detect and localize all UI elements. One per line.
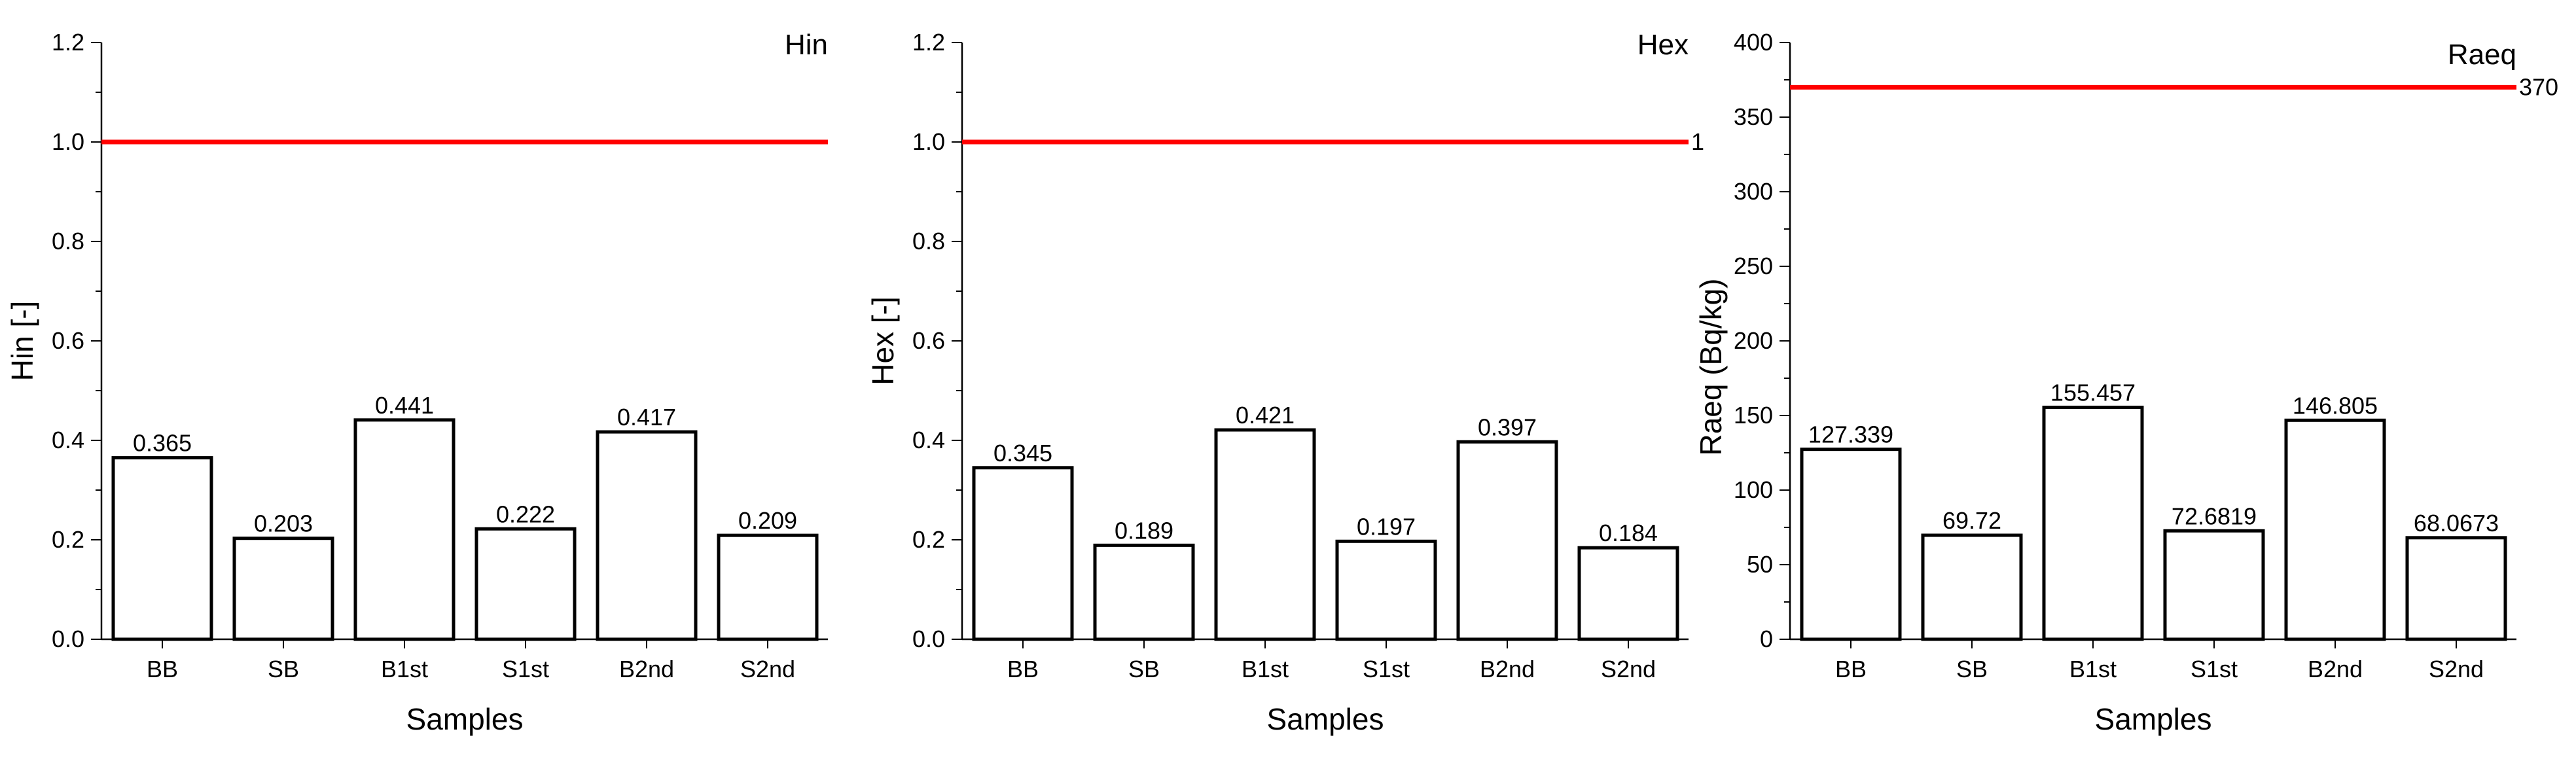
- y-tick-label: 200: [1734, 327, 1773, 354]
- y-tick-label: 1.0: [52, 128, 84, 155]
- x-tick-label: BB: [147, 656, 178, 682]
- bar-b2nd: [596, 430, 698, 641]
- bar-bb: [972, 466, 1074, 641]
- bar-value-label: 0.365: [133, 430, 192, 457]
- bar-b1st: [1214, 428, 1316, 641]
- y-tick-label: 0: [1760, 626, 1773, 652]
- chart-panel-1: 0.365 BB 0.203 SB 0.441 B1st 0.222 S1st 0.417 B2n…: [5, 29, 828, 736]
- x-tick-label: S2nd: [1601, 656, 1656, 682]
- panel-title: Hin: [785, 29, 828, 61]
- x-tick-label: B2nd: [1480, 656, 1535, 682]
- y-axis-title: Hex [-]: [866, 296, 900, 385]
- bar-value-label: 0.189: [1115, 517, 1173, 544]
- bar-b2nd: [2284, 418, 2386, 641]
- x-tick-label: B2nd: [2308, 656, 2363, 682]
- chart-panel-2: 0.345 BB 0.189 SB 0.421 B1st 0.197 S1st 0.397 B2n…: [866, 29, 1704, 736]
- bar-value-label: 0.203: [254, 510, 313, 537]
- y-tick-label: 0.6: [52, 327, 84, 354]
- bar-s2nd: [2405, 536, 2507, 641]
- bar-value-label: 72.6819: [2172, 503, 2257, 529]
- bar-value-label: 69.72: [1942, 507, 2001, 534]
- y-tick-label: 0.2: [52, 526, 84, 553]
- bar-s2nd: [717, 533, 819, 641]
- y-axis-title: Hin [-]: [5, 301, 39, 381]
- y-tick-label: 0.6: [912, 327, 945, 354]
- bar-value-label: 0.197: [1357, 513, 1416, 540]
- y-tick-label: 1.2: [52, 29, 84, 56]
- x-tick-label: B1st: [1242, 656, 1289, 682]
- bar-value-label: 0.441: [375, 392, 434, 419]
- x-tick-label: B1st: [381, 656, 428, 682]
- bar-value-label: 0.222: [496, 501, 555, 527]
- y-tick-label: 0.4: [52, 427, 84, 453]
- bar-value-label: 0.421: [1236, 402, 1295, 429]
- y-tick-label: 50: [1747, 551, 1773, 578]
- bar-b1st: [353, 418, 456, 641]
- x-tick-label: B1st: [2069, 656, 2117, 682]
- bar-s1st: [474, 527, 577, 641]
- bar-value-label: 127.339: [1808, 421, 1893, 448]
- y-tick-label: 1.2: [912, 29, 945, 56]
- bar-value-label: 0.397: [1478, 414, 1537, 440]
- y-tick-label: 400: [1734, 29, 1773, 56]
- y-tick-label: 150: [1734, 402, 1773, 429]
- x-tick-label: S1st: [2191, 656, 2238, 682]
- x-tick-label: SB: [1956, 656, 1988, 682]
- chart-panel-3: 127.339BB69.72SB155.457B1st72.6819S1st14…: [1694, 29, 2558, 736]
- x-tick-label: B2nd: [619, 656, 674, 682]
- x-tick-label: S2nd: [740, 656, 795, 682]
- bar-bb: [111, 456, 213, 641]
- bar-b1st: [2042, 406, 2144, 641]
- y-tick-label: 300: [1734, 178, 1773, 205]
- y-tick-label: 0.8: [52, 228, 84, 255]
- panel-title: Hex: [1637, 29, 1689, 61]
- panel-title: Raeq: [2448, 39, 2516, 71]
- x-tick-label: S1st: [1363, 656, 1410, 682]
- y-tick-label: 250: [1734, 253, 1773, 279]
- bar-b2nd: [1456, 440, 1558, 641]
- x-tick-label: SB: [1128, 656, 1160, 682]
- reference-line-label: 370: [2519, 73, 2558, 100]
- x-tick-label: BB: [1835, 656, 1867, 682]
- y-tick-label: 0.0: [912, 626, 945, 652]
- bar-s1st: [1335, 539, 1437, 641]
- reference-line-label: 1: [1691, 128, 1704, 155]
- y-tick-label: 0.0: [52, 626, 84, 652]
- bar-s1st: [2163, 529, 2265, 641]
- x-axis-title: Samples: [406, 702, 524, 736]
- x-tick-label: S2nd: [2429, 656, 2484, 682]
- bar-sb: [1093, 543, 1195, 641]
- bar-value-label: 0.417: [617, 404, 676, 431]
- bar-sb: [232, 537, 334, 641]
- bar-sb: [1921, 533, 2023, 641]
- y-axis-title: Raeq (Bq/kg): [1694, 278, 1728, 455]
- x-axis-title: Samples: [1267, 702, 1384, 736]
- y-tick-label: 0.2: [912, 526, 945, 553]
- y-tick-label: 350: [1734, 103, 1773, 130]
- bar-s2nd: [1577, 546, 1679, 641]
- bar-value-label: 146.805: [2293, 392, 2378, 419]
- y-tick-label: 0.8: [912, 228, 945, 255]
- x-tick-label: S1st: [502, 656, 549, 682]
- y-tick-label: 0.4: [912, 427, 945, 453]
- bar-value-label: 0.184: [1599, 520, 1658, 546]
- y-tick-label: 1.0: [912, 128, 945, 155]
- bar-value-label: 0.345: [993, 440, 1052, 467]
- bar-value-label: 68.0673: [2414, 510, 2499, 537]
- bar-value-label: 0.209: [738, 507, 797, 534]
- y-tick-label: 100: [1734, 476, 1773, 503]
- x-axis-title: Samples: [2095, 702, 2212, 736]
- bar-bb: [1800, 448, 1902, 641]
- x-tick-label: BB: [1007, 656, 1039, 682]
- x-tick-label: SB: [268, 656, 299, 682]
- bar-value-label: 155.457: [2050, 380, 2136, 406]
